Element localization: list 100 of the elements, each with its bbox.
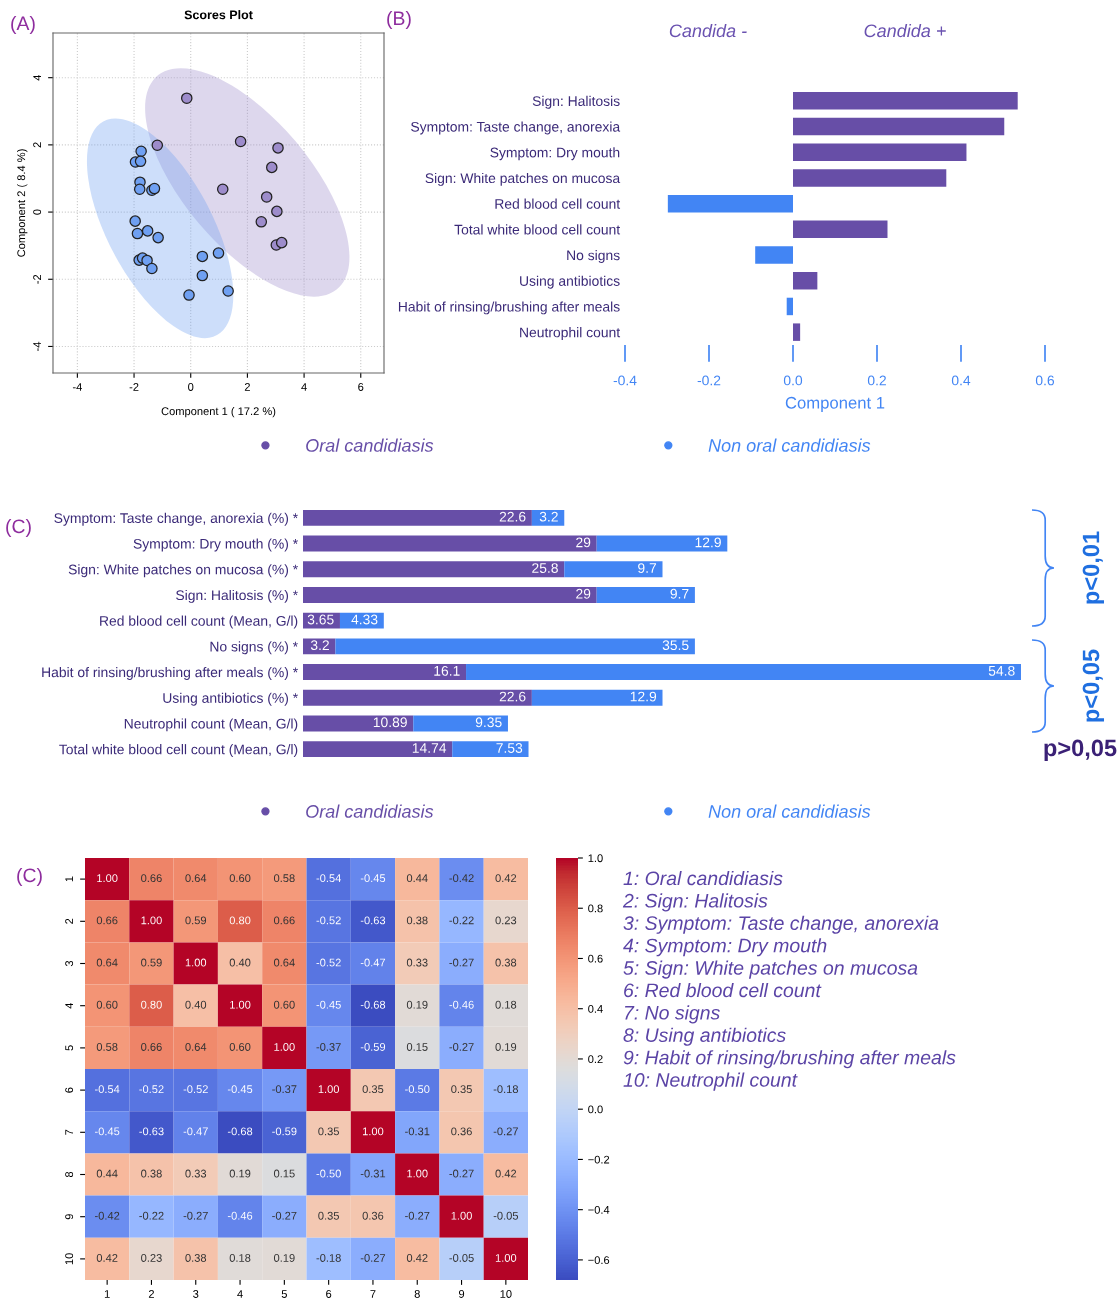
bar bbox=[303, 586, 597, 603]
legend-label: Oral candidiasis bbox=[306, 438, 434, 452]
data-label: 0.42 bbox=[495, 1169, 517, 1178]
y-tick-label: Neutrophil count bbox=[520, 327, 621, 341]
data-label: 0.38 bbox=[141, 1169, 162, 1178]
bar bbox=[466, 664, 1021, 681]
data-label: 14.74 bbox=[412, 743, 447, 753]
color-bar-label: −0.6 bbox=[588, 1256, 610, 1265]
data-label: 0.59 bbox=[185, 916, 207, 925]
data-label: 0.19 bbox=[273, 1254, 295, 1262]
data-label: 1.00 bbox=[185, 958, 207, 967]
data-label: 0.44 bbox=[96, 1169, 118, 1178]
data-label: 0.35 bbox=[362, 1085, 384, 1094]
y-tick-label: Habit of rinsing/brushing after meals (%) * bbox=[42, 667, 298, 680]
y-tick-label: 9 bbox=[65, 1214, 74, 1220]
text: p<0,05 bbox=[1082, 649, 1105, 722]
data-label: 0.58 bbox=[273, 874, 295, 883]
data-label: -0.27 bbox=[493, 1127, 518, 1136]
legend-label: Non oral candidiasis bbox=[708, 804, 871, 818]
data-label: -0.46 bbox=[449, 1000, 474, 1009]
bar bbox=[531, 509, 565, 526]
y-tick-label: Sign: White patches on mucosa bbox=[425, 172, 621, 186]
data-label: 0.35 bbox=[318, 1211, 339, 1220]
data-label: 7.53 bbox=[496, 743, 523, 753]
x-tick-label: 9 bbox=[458, 1290, 465, 1298]
text: 3: Symptom: Taste change, anorexia bbox=[623, 915, 939, 934]
bar bbox=[303, 664, 467, 681]
x-tick-label: 1 bbox=[104, 1290, 110, 1298]
data-label: -0.52 bbox=[316, 916, 341, 925]
color-bar-label: 1.0 bbox=[588, 854, 603, 863]
text: 4: Symptom: Dry mouth bbox=[623, 938, 827, 957]
text: 8: Using antibiotics bbox=[623, 1027, 786, 1046]
y-tick-label: Sign: White patches on mucosa (%) * bbox=[68, 564, 298, 578]
bar bbox=[339, 612, 384, 629]
data-label: -0.47 bbox=[183, 1127, 208, 1136]
data-label: 0.60 bbox=[96, 1000, 118, 1009]
data-label: 0.18 bbox=[495, 1000, 517, 1009]
point bbox=[222, 285, 234, 297]
bar bbox=[413, 715, 508, 732]
x-tick-label: 7 bbox=[370, 1290, 376, 1298]
data-label: 0.66 bbox=[96, 916, 118, 925]
data-label: 0.40 bbox=[185, 1000, 207, 1009]
data-label: 29 bbox=[576, 537, 591, 548]
data-label: 0.18 bbox=[229, 1254, 251, 1262]
point bbox=[216, 183, 229, 196]
text: (C) bbox=[6, 518, 31, 538]
data-label: 4.33 bbox=[351, 614, 378, 625]
data-label: -0.45 bbox=[360, 874, 386, 883]
bar bbox=[596, 535, 728, 552]
data-label: 9.7 bbox=[670, 588, 689, 599]
data-label: 1.00 bbox=[141, 916, 162, 925]
y-tick-label: 10 bbox=[65, 1253, 74, 1265]
data-label: 0.33 bbox=[406, 958, 428, 967]
y-tick-label: 2 bbox=[33, 142, 41, 148]
point bbox=[275, 236, 288, 249]
x-tick-label: 0 bbox=[188, 383, 194, 391]
text: 1: Oral candidiasis bbox=[623, 870, 783, 886]
data-label: -0.27 bbox=[183, 1211, 208, 1220]
text: (B) bbox=[387, 10, 411, 30]
bar bbox=[755, 246, 793, 264]
data-label: -0.46 bbox=[227, 1211, 253, 1220]
x-tick-label: -2 bbox=[129, 383, 139, 391]
color-bar-label: 0.8 bbox=[588, 904, 603, 913]
point bbox=[152, 231, 164, 244]
y-tick-label: Neutrophil count (Mean, G/l) bbox=[124, 718, 298, 732]
data-label: -0.68 bbox=[227, 1127, 253, 1136]
point bbox=[133, 183, 146, 196]
bar bbox=[303, 689, 532, 706]
y-tick-label: -2 bbox=[33, 274, 41, 284]
text: 7: No signs bbox=[625, 1005, 720, 1024]
text: (A) bbox=[11, 15, 35, 35]
point bbox=[234, 135, 247, 148]
y-tick-label: 6 bbox=[65, 1087, 74, 1093]
point bbox=[183, 289, 195, 301]
point bbox=[146, 262, 158, 275]
data-label: -0.54 bbox=[316, 874, 341, 883]
data-label: 0.15 bbox=[406, 1043, 428, 1051]
x-axis-title: Component 1 ( 17.2 %) bbox=[161, 406, 276, 418]
data-label: 0.80 bbox=[229, 916, 251, 925]
x-tick-label: 0.0 bbox=[783, 375, 803, 386]
color-bar-label: 0.6 bbox=[588, 954, 603, 963]
bar bbox=[793, 323, 801, 341]
x-tick-label: 5 bbox=[281, 1290, 287, 1298]
bar bbox=[786, 297, 793, 316]
bar bbox=[667, 194, 793, 213]
point bbox=[134, 155, 147, 168]
bar bbox=[793, 117, 1005, 136]
color-bar-label: 0.2 bbox=[588, 1055, 603, 1064]
bar bbox=[303, 535, 597, 552]
data-label: -0.63 bbox=[360, 916, 386, 925]
data-label: 35.5 bbox=[662, 640, 689, 651]
data-label: 22.6 bbox=[499, 691, 526, 702]
chart-title: Scores Plot bbox=[184, 10, 253, 20]
data-label: -0.50 bbox=[405, 1085, 430, 1094]
data-label: 0.19 bbox=[495, 1043, 517, 1051]
data-label: -0.31 bbox=[405, 1127, 430, 1136]
data-label: 0.60 bbox=[273, 1000, 295, 1009]
data-label: -0.68 bbox=[360, 1000, 386, 1009]
point bbox=[266, 161, 278, 174]
bar bbox=[793, 220, 888, 239]
